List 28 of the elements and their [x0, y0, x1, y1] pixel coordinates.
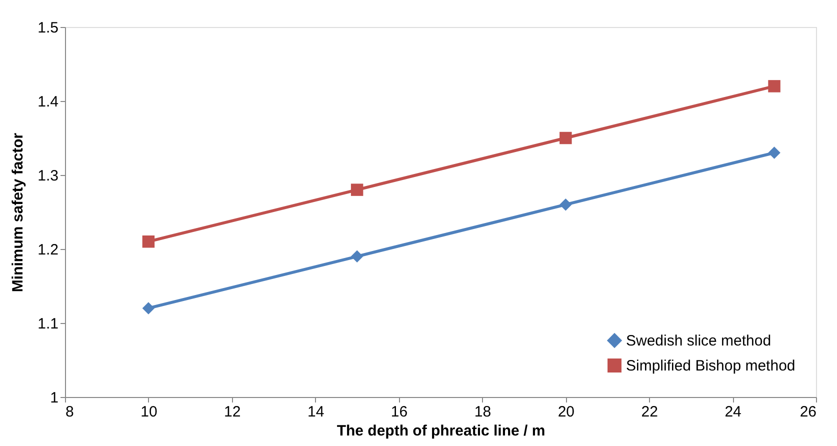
- legend-label: Swedish slice method: [626, 332, 772, 350]
- point: [350, 250, 364, 263]
- legend-label: Simplified Bishop method: [626, 358, 796, 374]
- x-tick-label: 20: [558, 404, 575, 420]
- y-tick-label: 1.3: [38, 168, 58, 184]
- y-tick-label: 1.2: [38, 242, 58, 258]
- point: [560, 198, 572, 211]
- point: [560, 132, 572, 144]
- point: [142, 235, 155, 248]
- x-tick-label: 16: [390, 404, 408, 420]
- point: [768, 80, 780, 92]
- point: [350, 184, 364, 196]
- x-tick-label: 24: [724, 404, 742, 420]
- y-tick-label: 1.4: [38, 94, 58, 110]
- point: [142, 302, 155, 314]
- y-tick-label: 1.5: [38, 20, 58, 36]
- point: [768, 146, 780, 159]
- y-tick-label: 1.1: [38, 316, 58, 332]
- x-tick-label: 26: [800, 404, 816, 420]
- y-axis-title: Minimum safety factor: [10, 132, 27, 292]
- x-tick-label: 18: [474, 404, 492, 420]
- x-tick-label: 22: [641, 404, 658, 420]
- x-tick-label: 14: [307, 404, 324, 420]
- x-tick-label: 10: [140, 404, 158, 420]
- x-tick-label: 12: [224, 404, 241, 420]
- y-tick-label: 1: [50, 390, 58, 406]
- x-axis-title: The depth of phreatic line / m: [336, 422, 546, 440]
- x-tick-label: 8: [66, 404, 74, 420]
